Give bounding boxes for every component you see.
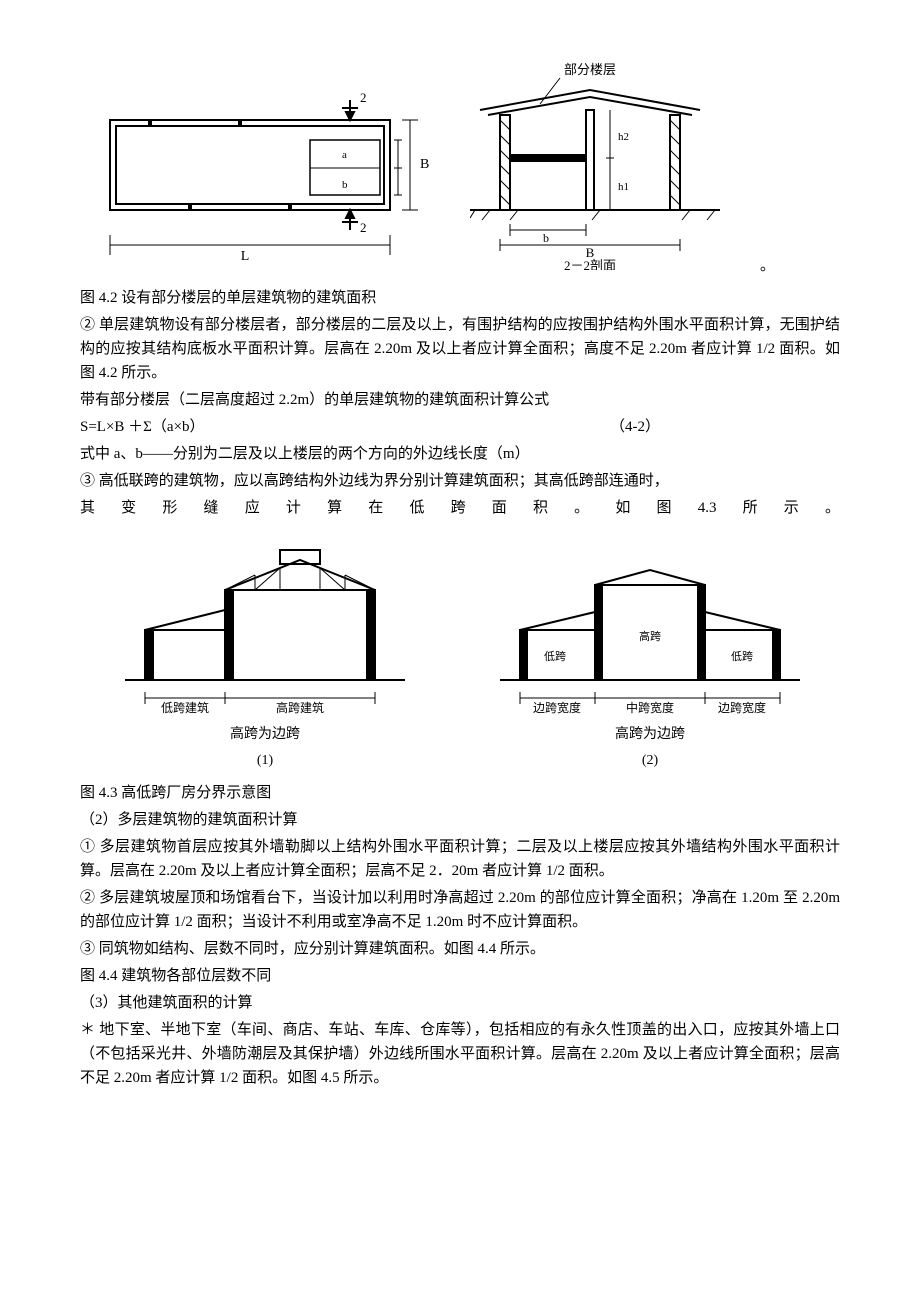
para-2c: 式中 a、b——分别为二层及以上楼层的两个方向的外边线长度（m）	[80, 442, 840, 466]
figure-4-2-section: 部分楼层	[470, 60, 720, 278]
dim-B: B	[420, 157, 429, 172]
fig43-right-num: (2)	[642, 750, 658, 772]
caption-4-2: 图 4.2 设有部分楼层的单层建筑物的建筑面积	[80, 286, 840, 310]
dim-a: a	[342, 149, 347, 161]
section-mark-top: 2	[360, 90, 367, 105]
para-m2: ② 多层建筑坡屋顶和场馆看台下，当设计加以利用时净高超过 2.20m 的部位应计…	[80, 886, 840, 934]
dim-b2: b	[543, 231, 549, 245]
caption-4-3: 图 4.3 高低跨厂房分界示意图	[80, 781, 840, 805]
fig43-left-high: 高跨建筑	[276, 700, 324, 715]
section-label: 2－2剖面	[564, 258, 616, 270]
partial-floor-label: 部分楼层	[564, 62, 616, 77]
figure-4-2-plan: 2 2 L B a b	[80, 80, 430, 278]
fig43-r-lbl-low-r: 低跨	[731, 650, 753, 663]
fig43-r-lbl-low-l: 低跨	[544, 650, 566, 663]
figure-4-2-row: 2 2 L B a b 部分楼层	[80, 60, 840, 278]
fig43-r-mid: 中跨宽度	[626, 700, 674, 715]
dim-L: L	[241, 249, 250, 264]
fig43-r-edge-r: 边跨宽度	[718, 700, 766, 715]
caption-4-4: 图 4.4 建筑物各部位层数不同	[80, 964, 840, 988]
fig43-left-bottom: 高跨为边跨	[230, 724, 300, 746]
figure-4-3-left: 低跨建筑 高跨建筑 高跨为边跨 (1)	[105, 530, 425, 773]
para-2b: 带有部分楼层（二层高度超过 2.2m）的单层建筑物的建筑面积计算公式	[80, 388, 840, 412]
figure-4-3-right: 低跨 高跨 低跨 边跨宽度 中跨宽度 边跨宽度 高跨为边跨 (2)	[485, 530, 815, 773]
trailing-period-1: 。	[760, 254, 775, 278]
fig43-r-lbl-high: 高跨	[639, 629, 661, 643]
para-m1: ① 多层建筑物首层应按其外墙勒脚以上结构外围水平面积计算；二层及以上楼层应按其外…	[80, 835, 840, 883]
dim-h1: h1	[618, 181, 629, 193]
fig43-right-bottom: 高跨为边跨	[615, 724, 685, 746]
fig43-left-num: (1)	[257, 750, 273, 772]
formula-left: S=L×B ＋Σ（a×b）	[80, 415, 205, 439]
fig43-r-edge-l: 边跨宽度	[533, 700, 581, 715]
formula-4-2: S=L×B ＋Σ（a×b） （4-2）	[80, 415, 840, 439]
figure-4-3-row: 低跨建筑 高跨建筑 高跨为边跨 (1)	[80, 530, 840, 773]
para-3b: 其变形缝应计算在低跨面积。如图4.3所示。	[80, 496, 840, 520]
dim-h2: h2	[618, 131, 629, 143]
para-3a: ③ 高低联跨的建筑物，应以高跨结构外边线为界分别计算建筑面积；其高低跨部连通时，	[80, 469, 840, 493]
para-m3: ③ 同筑物如结构、层数不同时，应分别计算建筑面积。如图 4.4 所示。	[80, 937, 840, 961]
formula-number: （4-2）	[610, 415, 660, 439]
heading-3: （3）其他建筑面积的计算	[80, 991, 840, 1015]
heading-2: （2）多层建筑物的建筑面积计算	[80, 808, 840, 832]
para-o1: ＊ 地下室、半地下室（车间、商店、车站、车库、仓库等），包括相应的有永久性顶盖的…	[80, 1018, 840, 1090]
fig43-left-low: 低跨建筑	[161, 700, 209, 715]
para-2: ② 单层建筑物设有部分楼层者，部分楼层的二层及以上，有围护结构的应按围护结构外围…	[80, 313, 840, 385]
section-mark-bottom: 2	[360, 220, 367, 235]
dim-b: b	[342, 179, 348, 191]
